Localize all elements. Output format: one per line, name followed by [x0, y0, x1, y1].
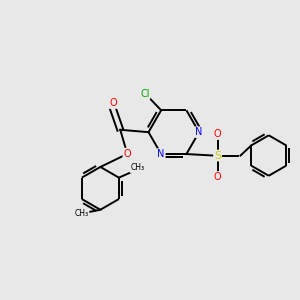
Text: N: N	[195, 127, 203, 137]
Text: O: O	[123, 148, 131, 159]
Text: CH₃: CH₃	[130, 163, 144, 172]
Text: O: O	[214, 129, 221, 139]
Text: CH₃: CH₃	[75, 209, 89, 218]
Text: Cl: Cl	[140, 89, 149, 99]
Text: N: N	[158, 149, 165, 159]
Text: O: O	[109, 98, 117, 108]
Text: S: S	[214, 151, 221, 160]
Text: O: O	[214, 172, 221, 182]
